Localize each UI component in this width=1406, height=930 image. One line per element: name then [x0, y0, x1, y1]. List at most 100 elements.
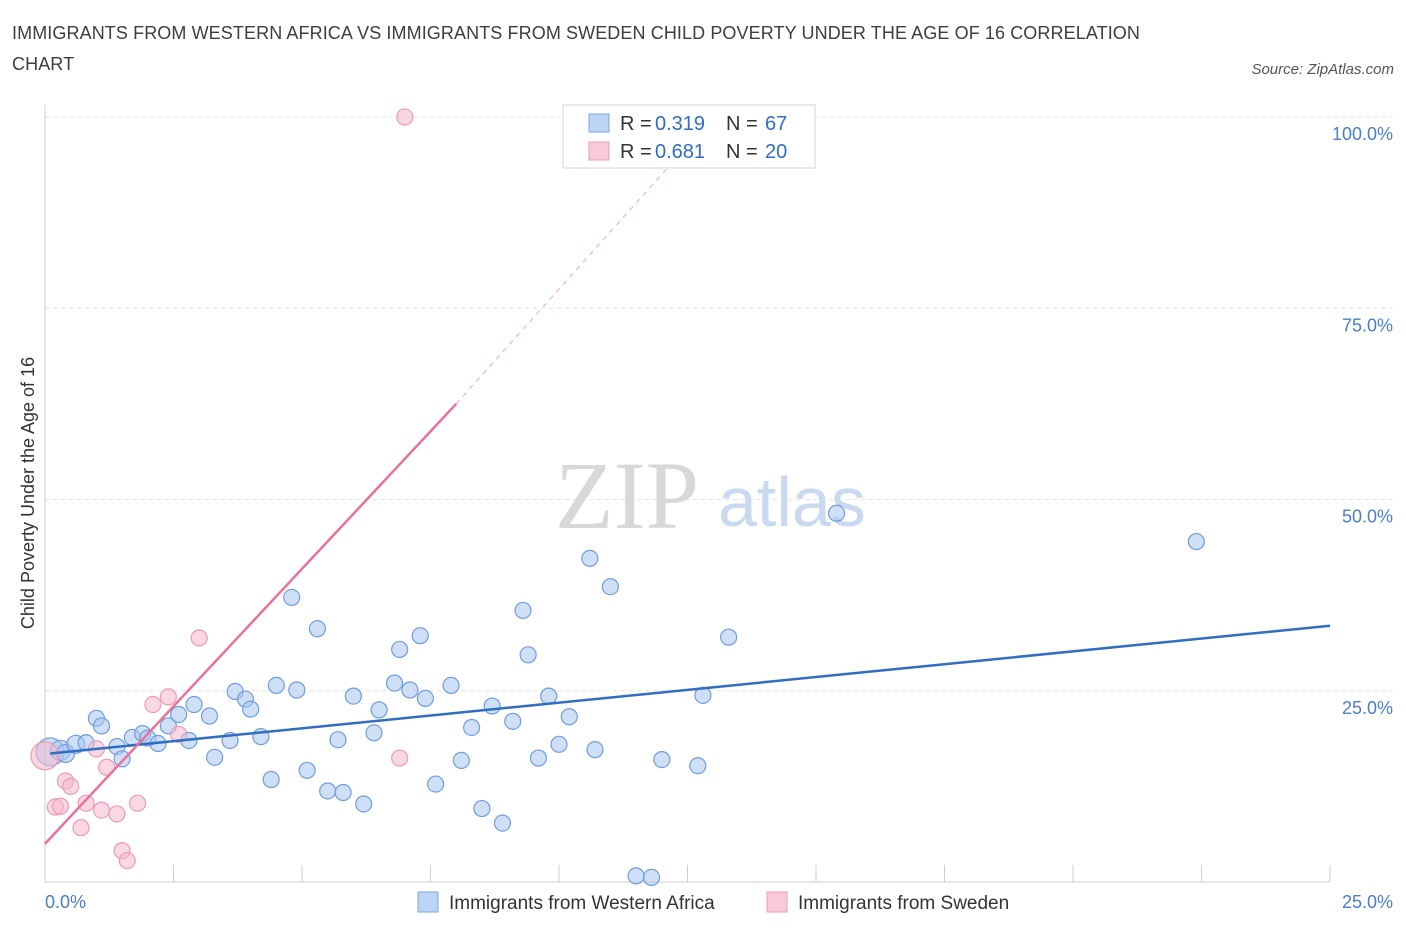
trend-line-sweden-extension [455, 162, 673, 405]
western-africa-point-58 [601, 578, 620, 596]
western-africa-point-47 [483, 697, 501, 715]
western-africa-point-37 [385, 674, 404, 692]
western-africa-point-28 [298, 761, 316, 779]
sweden-point-13 [128, 794, 147, 812]
trend-line-western-africa [50, 624, 1331, 755]
legend-r-value-2: 0.681 [655, 141, 705, 163]
legend-swatch-sweden [588, 141, 610, 161]
western-africa-point-33 [344, 687, 362, 705]
western-africa-point-25 [267, 676, 285, 694]
watermark-atlas: atlas [718, 463, 866, 541]
western-africa-point-35 [365, 724, 383, 742]
sweden-point-5 [72, 819, 90, 837]
y-tick-labels: 25.0% 50.0% 75.0% 100.0% [1332, 124, 1393, 718]
sweden-point-4 [62, 777, 80, 795]
y-axis-title: Child Poverty Under the Age of 16 [18, 357, 38, 629]
western-africa-point-50 [514, 601, 532, 620]
western-africa-point-8 [113, 750, 131, 768]
sweden-point-17 [190, 629, 208, 647]
sweden-point-6 [77, 794, 95, 812]
sweden-point-10 [108, 805, 126, 823]
watermark-zip: ZIP [555, 442, 699, 549]
western-africa-point-14 [170, 705, 188, 724]
x-axis-ticks [44, 865, 1331, 882]
western-africa-point-36 [370, 701, 388, 719]
western-africa-point-26 [283, 588, 301, 607]
sweden-point-2 [51, 797, 70, 815]
western-africa-point-34 [355, 795, 373, 813]
sweden-point-18 [391, 749, 409, 767]
y-tick-label-25: 25.0% [1342, 698, 1393, 718]
legend-swatch-western-africa [588, 113, 610, 133]
western-africa-point-54 [550, 735, 568, 753]
western-africa-point-27 [288, 681, 306, 699]
western-africa-point-44 [452, 751, 470, 769]
gridlines [45, 116, 1393, 692]
bottom-legend-swatch-western-africa [417, 891, 439, 913]
sweden-point-8 [92, 801, 111, 819]
series-legend: Immigrants from Western Africa Immigrant… [417, 891, 1009, 914]
western-africa-point-59 [627, 867, 645, 885]
sweden-point-14 [144, 695, 162, 714]
source-label: Source: ZipAtlas.com [1251, 61, 1394, 78]
trend-line-sweden [44, 403, 458, 845]
western-africa-point-43 [442, 676, 460, 694]
western-africa-point-18 [206, 748, 224, 766]
y-tick-label-100: 100.0% [1332, 124, 1393, 144]
western-africa-point-56 [581, 549, 599, 568]
sweden-point-12 [118, 851, 136, 870]
western-africa-point-52 [529, 749, 548, 767]
western-africa-point-24 [262, 770, 280, 789]
western-africa-point-42 [427, 775, 445, 793]
y-tick-label-50: 50.0% [1342, 507, 1393, 527]
western-africa-point-38 [391, 640, 409, 659]
western-africa-point-49 [504, 712, 522, 730]
western-africa-point-65 [827, 504, 846, 522]
western-africa-point-61 [653, 750, 671, 769]
western-africa-point-39 [401, 681, 419, 699]
bottom-legend-label-western-africa: Immigrants from Western Africa [449, 893, 715, 914]
x-tick-label-max: 25.0% [1342, 892, 1393, 912]
western-africa-point-66 [1187, 532, 1205, 551]
western-africa-point-41 [416, 689, 434, 708]
western-africa-point-29 [308, 620, 327, 638]
bottom-legend-swatch-sweden [766, 891, 788, 913]
series-western-africa-points [35, 504, 1205, 887]
trend-lines [44, 162, 1331, 845]
western-africa-point-46 [473, 799, 491, 818]
chart-title: IMMIGRANTS FROM WESTERN AFRICA VS IMMIGR… [12, 23, 1140, 74]
legend-n-label-2: N = [726, 141, 758, 163]
western-africa-point-51 [519, 646, 537, 664]
western-africa-point-53 [540, 687, 558, 705]
western-africa-point-64 [720, 628, 738, 646]
western-africa-point-16 [185, 695, 203, 714]
sweden-point-19 [396, 108, 414, 126]
western-africa-point-6 [92, 717, 111, 735]
sweden-point-15 [159, 688, 177, 706]
sweden-point-0 [30, 741, 60, 771]
western-africa-point-60 [642, 868, 661, 887]
western-africa-point-62 [689, 757, 707, 775]
sweden-point-9 [98, 758, 116, 776]
legend-n-label-1: N = [726, 113, 758, 135]
western-africa-point-22 [242, 700, 260, 718]
legend-r-label-1: R = [620, 113, 652, 135]
legend-n-value-2: 20 [765, 141, 787, 163]
western-africa-point-30 [319, 782, 337, 800]
western-africa-point-31 [329, 731, 347, 749]
western-africa-point-48 [493, 814, 512, 832]
stats-legend: R = 0.319 N = 67 R = 0.681 N = 20 [562, 104, 816, 169]
legend-r-label-2: R = [620, 141, 652, 163]
western-africa-point-55 [560, 708, 578, 726]
y-tick-label-75: 75.0% [1342, 315, 1393, 335]
bottom-legend-label-sweden: Immigrants from Sweden [798, 893, 1009, 914]
western-africa-point-17 [200, 707, 219, 725]
western-africa-point-45 [463, 718, 481, 737]
western-africa-point-40 [411, 627, 429, 645]
legend-r-value-1: 0.319 [655, 113, 705, 135]
sweden-point-16 [170, 725, 188, 743]
legend-n-value-1: 67 [765, 113, 787, 135]
western-africa-point-57 [586, 741, 604, 759]
western-africa-point-32 [334, 783, 352, 802]
